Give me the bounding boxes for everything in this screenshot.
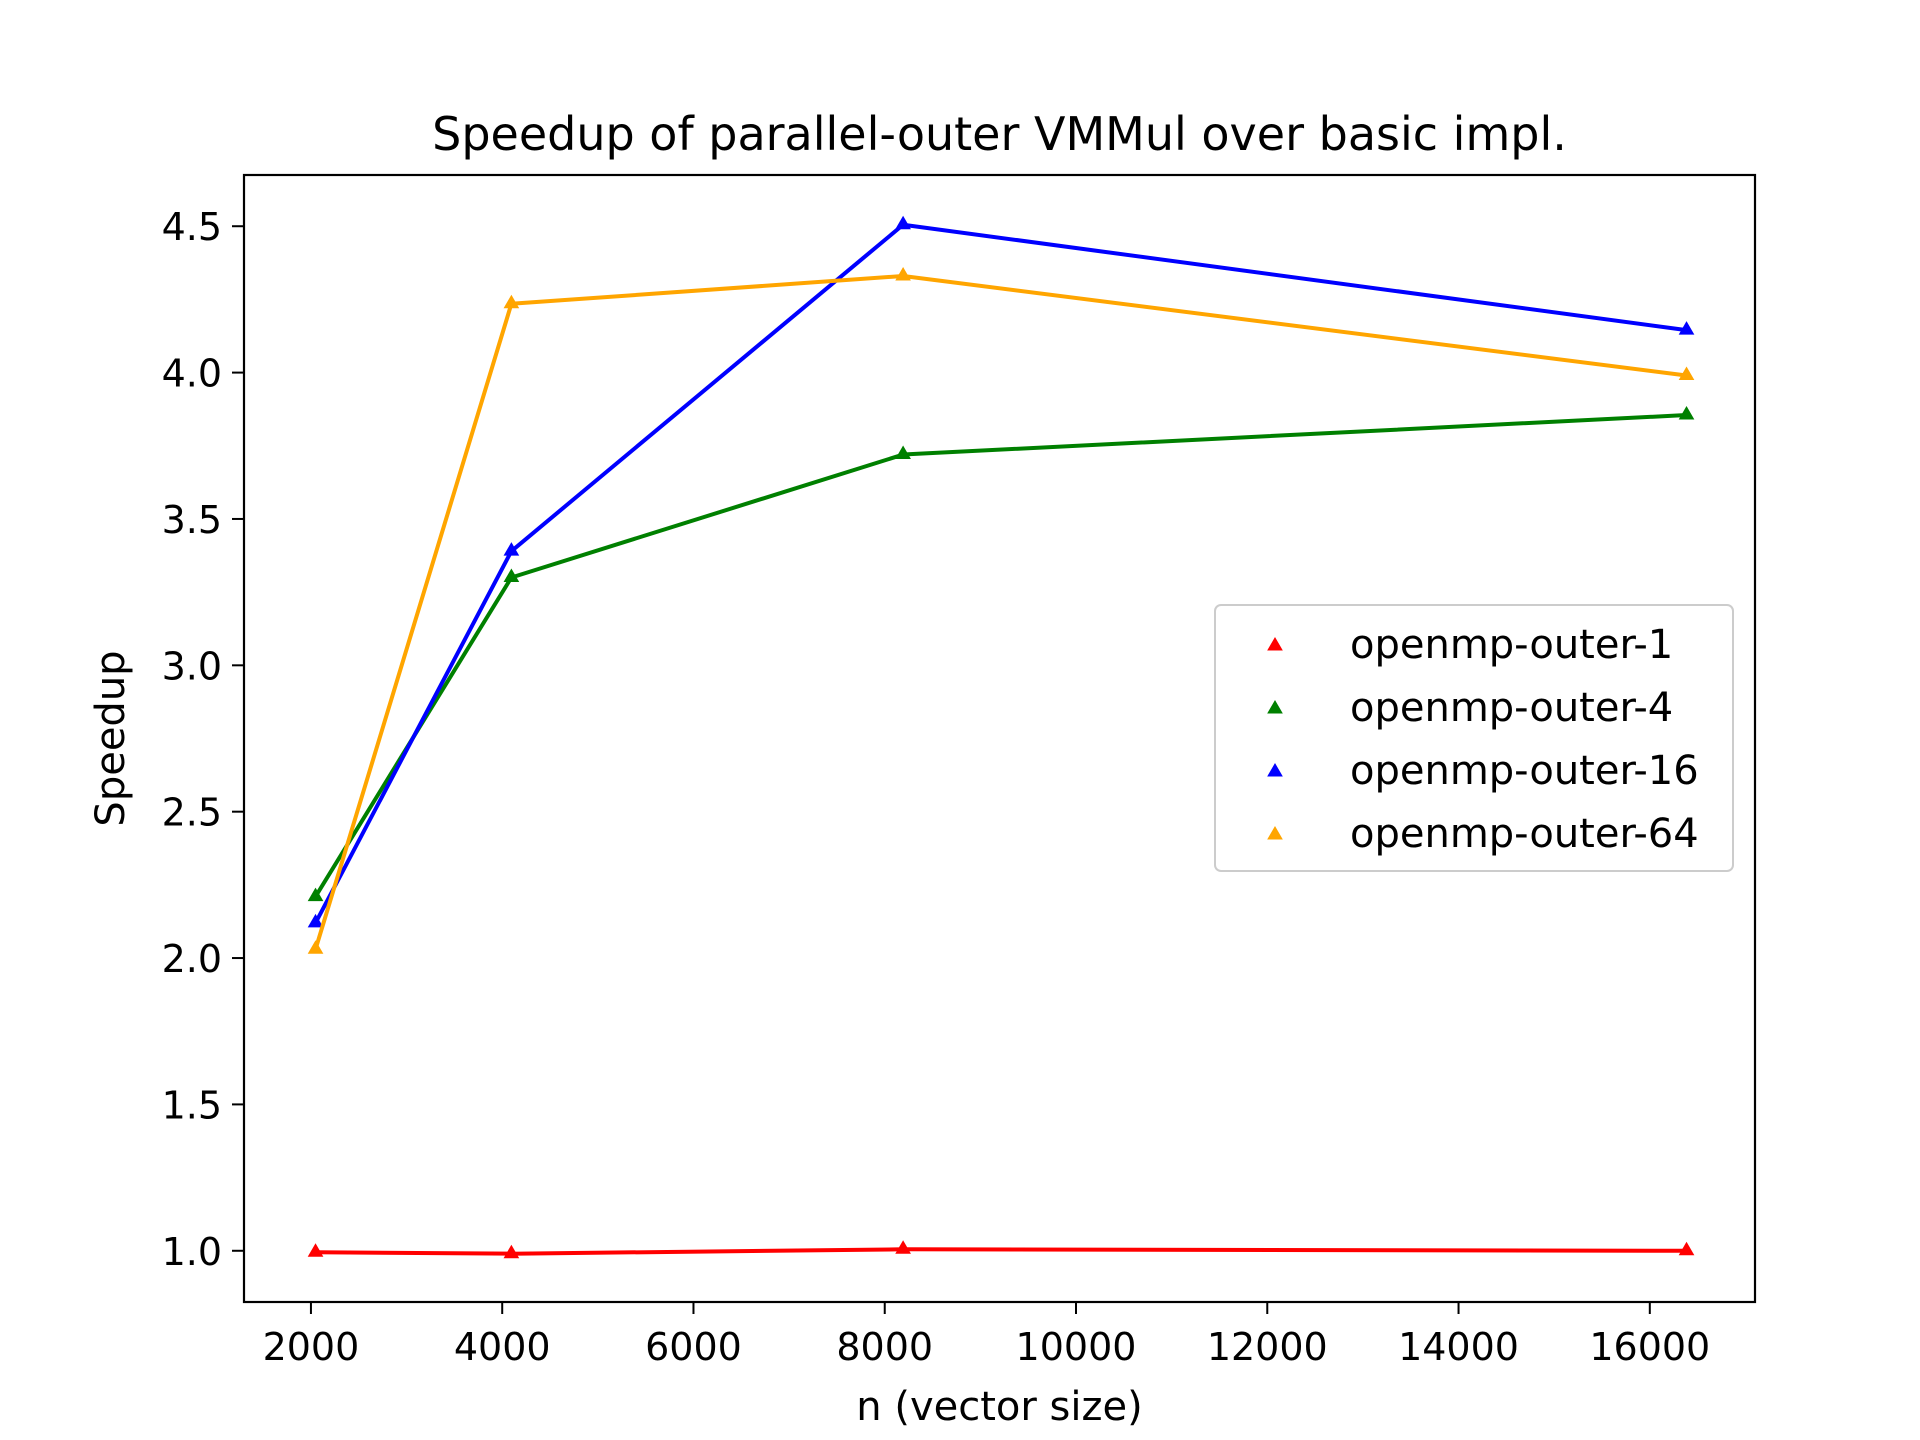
data-point-openmp-outer-64-4 [1678, 366, 1695, 381]
y-tick-label: 2.0 [162, 937, 222, 981]
y-axis-label: Speedup [88, 650, 134, 826]
data-point-openmp-outer-16-3 [895, 215, 911, 230]
data-point-openmp-outer-4-2 [503, 568, 520, 582]
data-point-openmp-outer-1-1 [307, 1243, 324, 1257]
data-point-openmp-outer-16-2 [503, 542, 520, 556]
data-point-openmp-outer-1-2 [503, 1244, 520, 1259]
x-axis-label: n (vector size) [856, 1384, 1142, 1430]
x-tick-label: 16000 [1589, 1325, 1710, 1369]
legend-box [1214, 604, 1734, 872]
x-tick-label: 12000 [1207, 1325, 1328, 1369]
legend-label-openmp-outer-4: openmp-outer-4 [1350, 685, 1673, 731]
y-axis: 1.0 1.5 2.0 2.5 3.0 3.5 4.0 4.5 [162, 205, 244, 1274]
y-tick-label: 3.0 [162, 644, 222, 688]
legend-marker-openmp-outer-4 [1267, 700, 1283, 714]
x-tick-label: 2000 [263, 1325, 360, 1369]
y-tick-label: 3.5 [162, 498, 222, 542]
data-point-openmp-outer-64-2 [503, 294, 520, 309]
legend-marker-openmp-outer-16 [1267, 763, 1283, 777]
series-line-openmp-outer-16 [313, 222, 1687, 924]
legend-marker-openmp-outer-1 [1267, 637, 1283, 651]
y-tick-label: 4.0 [162, 352, 222, 396]
legend-label-openmp-outer-1: openmp-outer-1 [1350, 622, 1673, 668]
data-point-openmp-outer-64-3 [895, 266, 911, 281]
x-axis: 2000 4000 6000 8000 10000 12000 14000 16000 [263, 1302, 1710, 1369]
data-point-openmp-outer-16-1 [307, 913, 324, 928]
legend-marker-openmp-outer-64 [1267, 826, 1283, 840]
chart-title: Speedup of parallel-outer VMMul over bas… [432, 107, 1567, 161]
legend-label-openmp-outer-64: openmp-outer-64 [1350, 811, 1699, 857]
x-tick-label: 14000 [1398, 1325, 1519, 1369]
data-point-openmp-outer-16-4 [1678, 321, 1695, 335]
series-line-openmp-outer-1 [315, 1247, 1687, 1256]
x-tick-label: 6000 [645, 1325, 742, 1369]
data-point-openmp-outer-4-3 [895, 445, 911, 460]
plot-frame [242, 173, 1757, 1304]
x-tick-label: 10000 [1016, 1325, 1137, 1369]
data-point-openmp-outer-1-3 [895, 1240, 911, 1254]
y-tick-label: 2.5 [162, 791, 222, 835]
data-point-openmp-outer-4-1 [307, 887, 324, 902]
series-line-openmp-outer-64 [313, 273, 1687, 950]
y-tick-label: 1.0 [162, 1230, 222, 1274]
y-tick-label: 1.5 [162, 1083, 222, 1127]
legend: openmp-outer-1 openmp-outer-4 openmp-outer… [1214, 604, 1734, 872]
data-point-openmp-outer-4-4 [1678, 406, 1695, 420]
x-tick-label: 4000 [454, 1325, 551, 1369]
x-tick-label: 8000 [836, 1325, 933, 1369]
data-point-openmp-outer-64-1 [307, 940, 324, 954]
data-point-openmp-outer-1-4 [1678, 1241, 1695, 1256]
y-tick-label: 4.5 [162, 205, 222, 249]
legend-label-openmp-outer-16: openmp-outer-16 [1350, 748, 1699, 794]
